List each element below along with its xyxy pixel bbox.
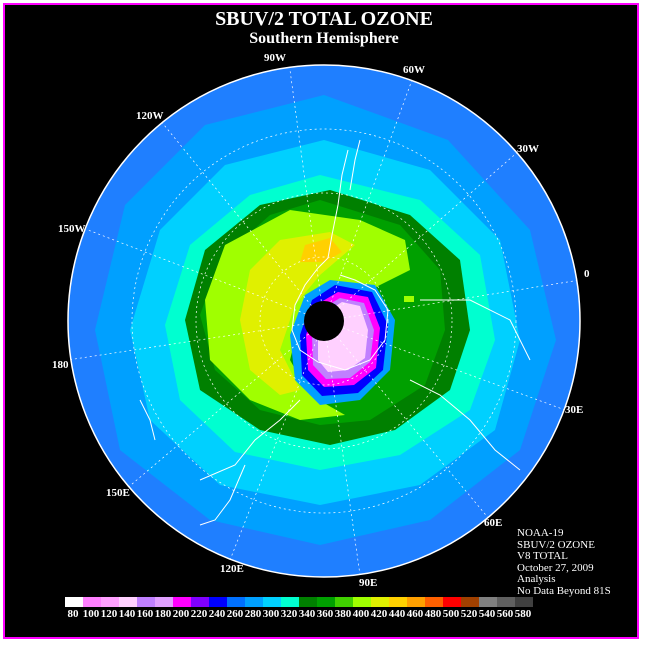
legend-tick-label: 180 <box>154 608 172 620</box>
legend-swatch <box>65 597 83 607</box>
legend-tick-label: 260 <box>226 608 244 620</box>
legend-tick-label: 380 <box>334 608 352 620</box>
legend-tick-label: 120 <box>100 608 118 620</box>
ozone-band-400 <box>240 232 355 395</box>
lon-label-180: 180 <box>52 359 69 371</box>
legend-tick-label: 580 <box>514 608 532 620</box>
info-type: Analysis <box>517 573 556 585</box>
legend-swatch <box>101 597 119 607</box>
lon-label-60e: 60E <box>484 517 503 529</box>
lon-label-30e: 30E <box>565 404 584 416</box>
legend-tick-label: 540 <box>478 608 496 620</box>
legend-swatch <box>209 597 227 607</box>
legend-swatch <box>245 597 263 607</box>
info-note: No Data Beyond 81S <box>517 584 611 597</box>
legend-swatch <box>497 597 515 607</box>
legend-swatch <box>137 597 155 607</box>
legend-swatch <box>515 597 533 607</box>
coastlines <box>139 139 531 526</box>
legend-swatch <box>83 597 101 607</box>
lon-label-90w: 90W <box>264 52 286 64</box>
legend-swatch <box>479 597 497 607</box>
legend-tick-label: 160 <box>136 608 154 620</box>
legend-tick-label: 280 <box>244 608 262 620</box>
info-block: NOAA-19 SBUV/2 OZONE V8 TOTAL October 27… <box>517 527 611 597</box>
legend-tick-label: 420 <box>370 608 388 620</box>
legend-swatch <box>227 597 245 607</box>
legend-tick-label: 80 <box>67 608 79 620</box>
map-boundary <box>67 64 581 578</box>
legend-swatch <box>335 597 353 607</box>
info-version: V8 TOTAL <box>517 550 568 562</box>
legend-tick-label: 480 <box>424 608 442 620</box>
legend-tick-label: 560 <box>496 608 514 620</box>
legend-tick-label: 140 <box>118 608 136 620</box>
legend-swatch <box>155 597 173 607</box>
legend-tick-label: 440 <box>388 608 406 620</box>
legend-tick-label: 360 <box>316 608 334 620</box>
lon-label-30w: 30W <box>517 143 539 155</box>
lon-label-150w: 150W <box>58 223 86 235</box>
legend-swatch <box>173 597 191 607</box>
legend-swatch <box>353 597 371 607</box>
legend-swatch <box>371 597 389 607</box>
lon-label-150e: 150E <box>106 487 130 499</box>
legend-tick-label: 520 <box>460 608 478 620</box>
map-subtitle: Southern Hemisphere <box>249 30 399 47</box>
legend-swatch <box>443 597 461 607</box>
legend-swatch <box>299 597 317 607</box>
lon-label-120w: 120W <box>136 110 164 122</box>
legend-swatch <box>425 597 443 607</box>
graticule <box>68 69 580 576</box>
ozone-band-410-blob <box>404 296 414 302</box>
legend-tick-label: 300 <box>262 608 280 620</box>
legend-swatch <box>119 597 137 607</box>
lon-label-60w: 60W <box>403 64 425 76</box>
lon-label-0: 0 <box>584 268 590 280</box>
legend-swatch <box>191 597 209 607</box>
legend-tick-label: 320 <box>280 608 298 620</box>
legend-tick-label: 220 <box>190 608 208 620</box>
legend-tick-label: 400 <box>352 608 370 620</box>
info-date: October 27, 2009 <box>517 561 594 574</box>
legend-swatch <box>461 597 479 607</box>
lon-label-90e: 90E <box>359 577 378 589</box>
legend-swatch <box>407 597 425 607</box>
legend-tick-label: 100 <box>82 608 100 620</box>
color-legend <box>65 597 533 607</box>
legend-swatch <box>389 597 407 607</box>
legend-tick-label: 340 <box>298 608 316 620</box>
legend-tick-label: 460 <box>406 608 424 620</box>
legend-ticks: 80 100 120 140 160 180 200 220 240 260 280 300 320 34… <box>55 608 615 620</box>
legend-tick-label: 200 <box>172 608 190 620</box>
info-product: SBUV/2 OZONE <box>517 538 595 551</box>
lon-label-120e: 120E <box>220 563 244 575</box>
ozone-band-420 <box>300 238 342 262</box>
polar-night-cap <box>304 301 344 341</box>
legend-tick-label: 240 <box>208 608 226 620</box>
legend-tick-label: 500 <box>442 608 460 620</box>
legend-swatch <box>317 597 335 607</box>
map-title: SBUV/2 TOTAL OZONE <box>215 8 433 30</box>
legend-swatch <box>281 597 299 607</box>
legend-swatch <box>263 597 281 607</box>
info-satellite: NOAA-19 <box>517 527 564 539</box>
